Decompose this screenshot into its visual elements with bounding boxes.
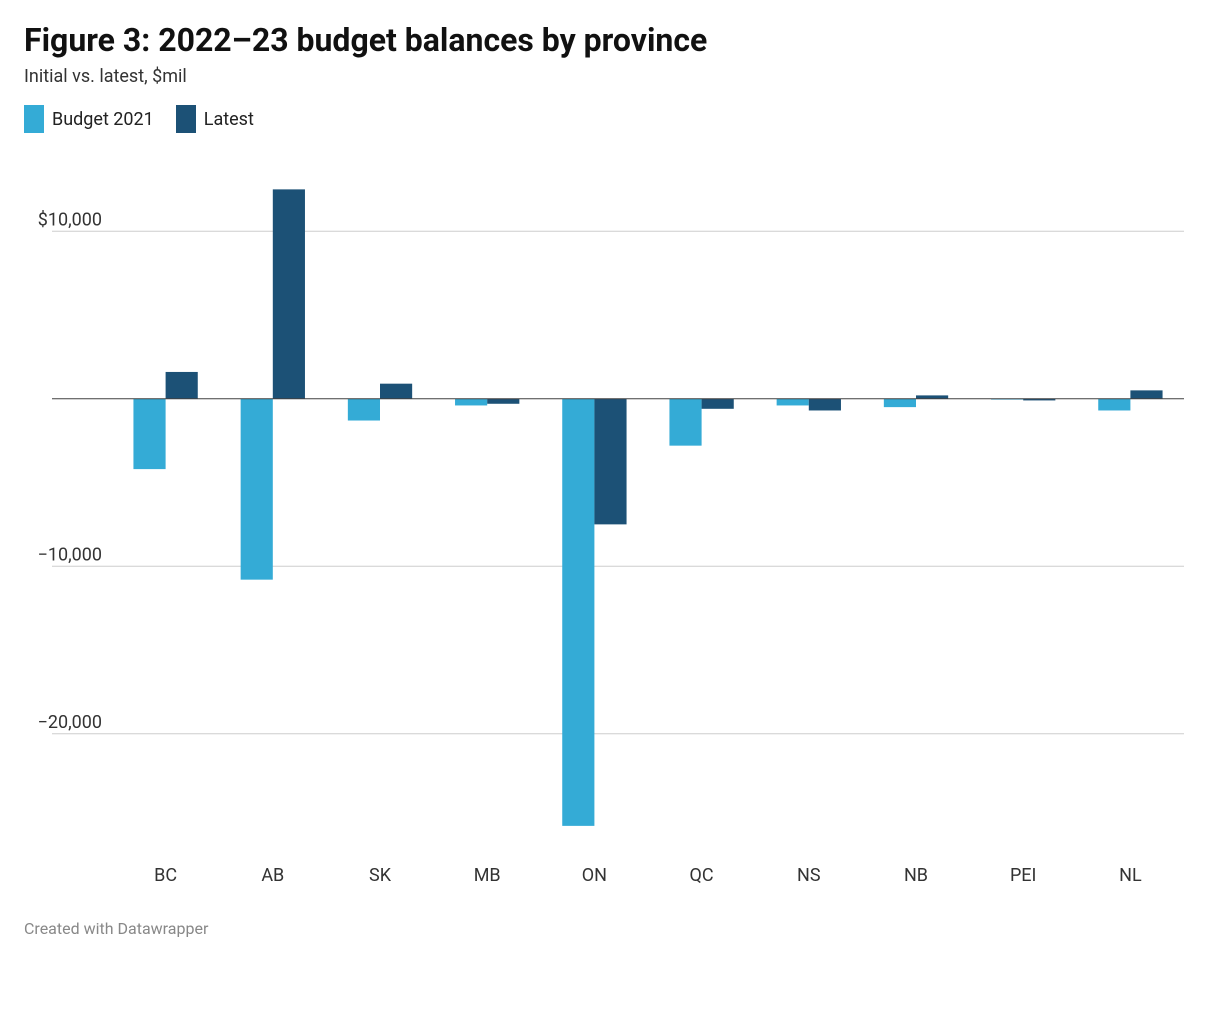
legend-label-latest: Latest [204,109,254,130]
x-category-label: MB [474,865,501,886]
bar-latest-SK [380,384,412,399]
legend-swatch-budget2021 [24,105,44,133]
chart-footer: Created with Datawrapper [24,919,1196,938]
chart-container: Figure 3: 2022–23 budget balances by pro… [0,0,1220,1020]
chart-title: Figure 3: 2022–23 budget balances by pro… [24,20,1196,60]
x-category-label: PEI [1010,865,1036,886]
x-category-label: AB [261,865,284,886]
bar-latest-NL [1130,390,1162,398]
bar-budget2021-NS [777,399,809,406]
x-category-label: ON [582,865,607,886]
bar-latest-MB [487,399,519,404]
bar-latest-ON [594,399,626,525]
chart-subtitle: Initial vs. latest, $mil [24,66,1196,87]
bar-latest-NB [916,395,948,398]
bar-latest-AB [273,189,305,398]
legend-label-budget2021: Budget 2021 [52,109,154,130]
x-category-label: BC [154,865,177,886]
chart-plot: $10,000 −10,000 −20,000 BC AB SK MB ON QC NS NB PEI… [24,141,1196,911]
legend-item-budget2021: Budget 2021 [24,105,154,133]
chart-svg: $10,000 −10,000 −20,000 BC AB SK MB ON QC NS NB PEI… [24,141,1196,911]
bar-budget2021-NL [1098,399,1130,411]
bar-budget2021-AB [241,399,273,580]
legend-item-latest: Latest [176,105,254,133]
bar-budget2021-MB [455,399,487,406]
y-tick-label: $10,000 [38,209,102,230]
bar-budget2021-NB [884,399,916,407]
bar-latest-QC [702,399,734,409]
bar-budget2021-BC [133,399,165,469]
bar-latest-BC [166,372,198,399]
y-tick-label: −20,000 [38,712,102,733]
x-category-label: SK [369,865,392,886]
bar-budget2021-ON [562,399,594,826]
bar-budget2021-SK [348,399,380,421]
legend: Budget 2021 Latest [24,105,1196,133]
x-category-label: NB [904,865,928,886]
x-category-label: QC [690,865,714,886]
y-tick-label: −10,000 [38,544,102,565]
x-category-label: NS [797,865,821,886]
bar-budget2021-QC [669,399,701,446]
bar-latest-NS [809,399,841,411]
x-category-label: NL [1119,865,1142,886]
legend-swatch-latest [176,105,196,133]
